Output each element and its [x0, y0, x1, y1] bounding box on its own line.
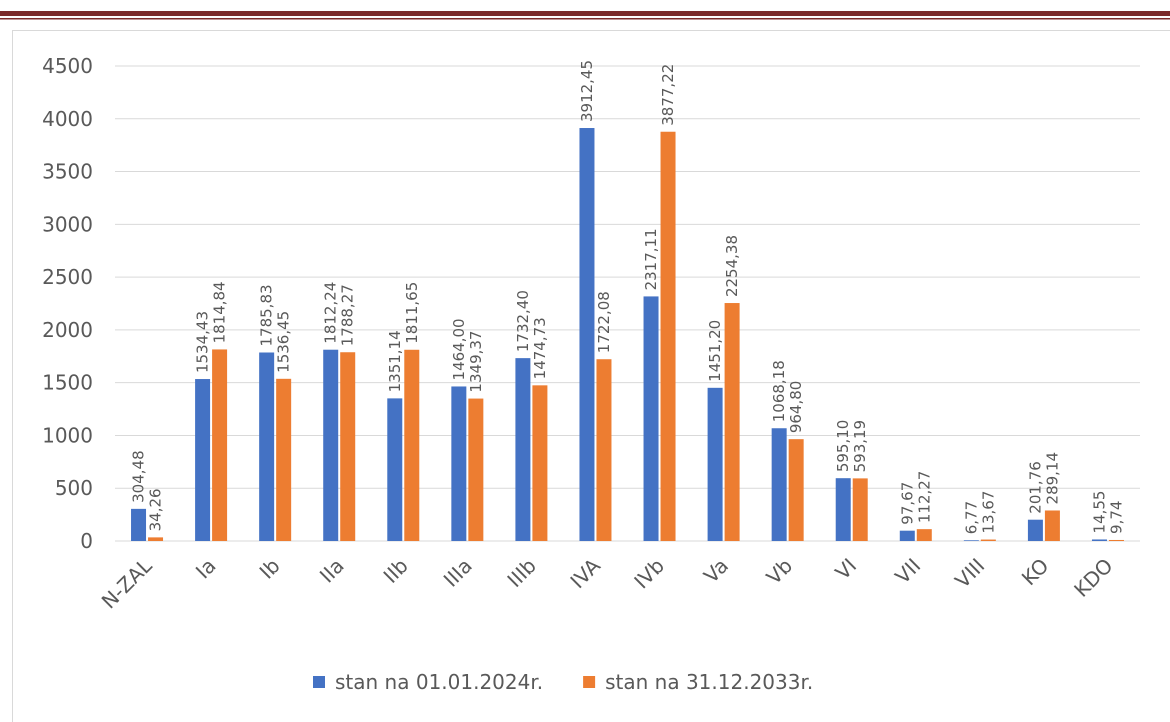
data-label: 9,74: [1107, 501, 1125, 534]
bar: [579, 128, 595, 541]
bar: [195, 379, 211, 541]
legend-label: stan na 01.01.2024r.: [335, 670, 543, 694]
data-label: 595,10: [834, 420, 852, 473]
data-label: 289,14: [1043, 452, 1061, 505]
x-tick-label: IIa: [315, 554, 349, 588]
data-label: 1722,08: [595, 291, 613, 353]
legend-swatch: [583, 676, 596, 688]
bar: [131, 508, 147, 541]
y-tick-label: 1000: [42, 423, 93, 447]
x-tick-label: Va: [699, 554, 733, 588]
y-tick-label: 3000: [42, 212, 93, 236]
x-tick-label: IIb: [379, 554, 413, 588]
data-label: 1812,24: [322, 282, 340, 344]
bar: [323, 349, 339, 541]
bar: [1044, 510, 1060, 541]
data-label: 14,55: [1090, 491, 1108, 534]
data-label: 1536,45: [275, 311, 293, 373]
bar: [451, 386, 467, 541]
data-label: 112,27: [915, 471, 933, 524]
bar: [980, 539, 996, 541]
bar: [468, 398, 484, 541]
x-tick-label: IVb: [629, 554, 669, 594]
data-label: 3877,22: [659, 64, 677, 126]
bar: [963, 540, 979, 541]
header-rule-thin: [0, 18, 1170, 20]
bar: [148, 537, 164, 541]
x-tick-label: VI: [830, 554, 861, 585]
data-label: 1785,83: [258, 284, 276, 346]
bar: [788, 439, 804, 541]
bar: [532, 385, 548, 541]
bar: [707, 387, 723, 541]
data-label: 593,19: [851, 420, 869, 473]
data-label: 201,76: [1026, 461, 1044, 514]
data-label: 1349,37: [467, 331, 485, 393]
bar: [835, 478, 851, 541]
data-label: 97,67: [898, 482, 916, 525]
x-tick-label: KDO: [1069, 554, 1117, 602]
legend-swatch: [313, 676, 325, 688]
y-tick-label: 500: [55, 476, 93, 500]
y-tick-label: 1500: [42, 371, 93, 395]
data-label: 1474,73: [531, 317, 549, 379]
data-label: 6,77: [962, 501, 980, 534]
data-label: 1814,84: [211, 281, 229, 343]
data-label: 13,67: [979, 491, 997, 534]
bar: [643, 296, 659, 541]
x-tick-label: VIII: [950, 554, 989, 593]
y-tick-label: 4000: [42, 107, 93, 131]
bar: [852, 478, 868, 541]
bar: [387, 398, 403, 541]
bar: [515, 358, 531, 541]
data-label: 1811,65: [403, 282, 421, 344]
bar: [724, 303, 740, 541]
chart-border: [12, 30, 1170, 722]
y-tick-label: 4500: [42, 54, 93, 78]
data-label: 1732,40: [514, 290, 532, 352]
x-tick-label: Ib: [255, 554, 285, 584]
x-tick-label: Ia: [191, 554, 221, 584]
bar: [340, 352, 356, 541]
bar: [660, 131, 676, 541]
legend-label: stan na 31.12.2033r.: [605, 670, 813, 694]
y-tick-label: 2000: [42, 318, 93, 342]
bar: [1091, 539, 1107, 541]
data-label: 1451,20: [706, 320, 724, 382]
bar: [1027, 519, 1043, 541]
x-tick-label: IIIb: [502, 554, 540, 592]
x-tick-label: IVA: [565, 553, 605, 593]
bar: [771, 428, 787, 541]
x-tick-label: KO: [1017, 554, 1054, 591]
data-label: 1068,18: [770, 360, 788, 422]
y-tick-label: 3500: [42, 160, 93, 184]
data-label: 2317,11: [642, 228, 660, 290]
bar: [596, 359, 612, 541]
bar: [899, 530, 915, 541]
y-tick-label: 2500: [42, 265, 93, 289]
data-label: 1464,00: [450, 318, 468, 380]
bar: [916, 529, 932, 541]
data-label: 3912,45: [578, 60, 596, 122]
x-tick-label: IIIa: [439, 554, 477, 592]
bar: [212, 349, 228, 541]
data-label: 1788,27: [339, 284, 357, 346]
bar: [259, 352, 275, 541]
data-label: 1534,43: [194, 311, 212, 373]
x-tick-label: N-ZAL: [97, 553, 158, 614]
y-tick-label: 0: [80, 529, 93, 553]
bar: [276, 378, 292, 541]
x-tick-label: Vb: [762, 554, 798, 590]
header-rule: [0, 11, 1170, 16]
data-label: 34,26: [147, 488, 165, 531]
data-label: 964,80: [787, 381, 805, 434]
data-label: 1351,14: [386, 330, 404, 392]
data-label: 304,48: [130, 450, 148, 503]
data-label: 2254,38: [723, 235, 741, 297]
bar: [1108, 539, 1124, 541]
bar: [404, 349, 420, 541]
x-tick-label: VII: [890, 554, 925, 589]
